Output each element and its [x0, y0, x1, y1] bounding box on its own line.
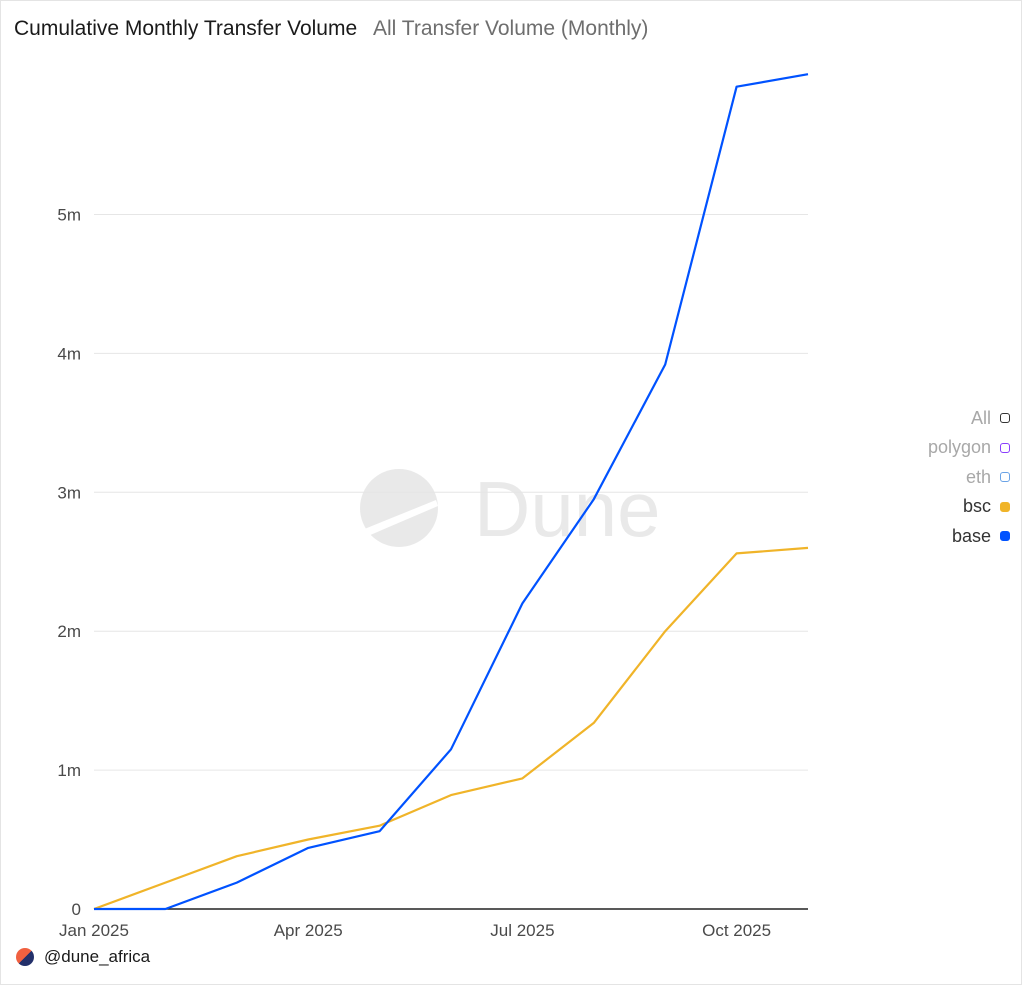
legend-label: bsc: [962, 496, 991, 516]
author-handle: @dune_africa: [44, 947, 151, 966]
avatar: [16, 948, 34, 966]
legend-label: All: [970, 407, 991, 428]
chart-subtitle: All Transfer Volume (Monthly): [373, 17, 649, 40]
legend-swatch-icon: [1000, 501, 1010, 512]
y-tick-label: 5m: [57, 206, 81, 225]
series-line-bsc: [93, 546, 809, 911]
chart-title: Cumulative Monthly Transfer Volume: [14, 17, 358, 40]
legend-swatch-icon: [1000, 442, 1010, 453]
legend-label: polygon: [927, 437, 991, 457]
chart-header: Cumulative Monthly Transfer Volume All T…: [14, 17, 648, 41]
legend-swatch-icon: [1000, 472, 1010, 482]
x-tick-label: Jul 2025: [490, 921, 554, 940]
author-credit[interactable]: @dune_africa: [16, 947, 150, 967]
x-tick-label: Oct 2025: [702, 921, 771, 940]
dune-logo-slash: [362, 500, 438, 536]
dune-watermark: Dune: [360, 465, 660, 553]
y-tick-label: 4m: [57, 344, 81, 363]
y-tick-label: 2m: [57, 622, 81, 641]
legend-swatch-icon: [1000, 531, 1010, 541]
x-tick-label: Apr 2025: [274, 921, 343, 940]
y-tick-label: 3m: [57, 483, 81, 502]
legend-item-eth[interactable]: eth: [810, 465, 1010, 489]
x-tick-label: Jan 2025: [59, 921, 129, 940]
legend-label: base: [951, 525, 991, 546]
legend-label: eth: [965, 466, 991, 487]
y-tick-label: 1m: [57, 761, 81, 780]
legend-item-bsc[interactable]: bsc: [810, 495, 1010, 519]
chart-legend: All polygon eth bsc base: [810, 406, 1010, 554]
y-tick-label: 0: [72, 900, 81, 919]
series-line-base: [94, 73, 809, 911]
legend-item-polygon[interactable]: polygon: [810, 436, 1010, 460]
legend-item-All[interactable]: All: [810, 406, 1010, 430]
legend-swatch-icon: [1000, 413, 1010, 423]
legend-item-base[interactable]: base: [810, 524, 1010, 548]
